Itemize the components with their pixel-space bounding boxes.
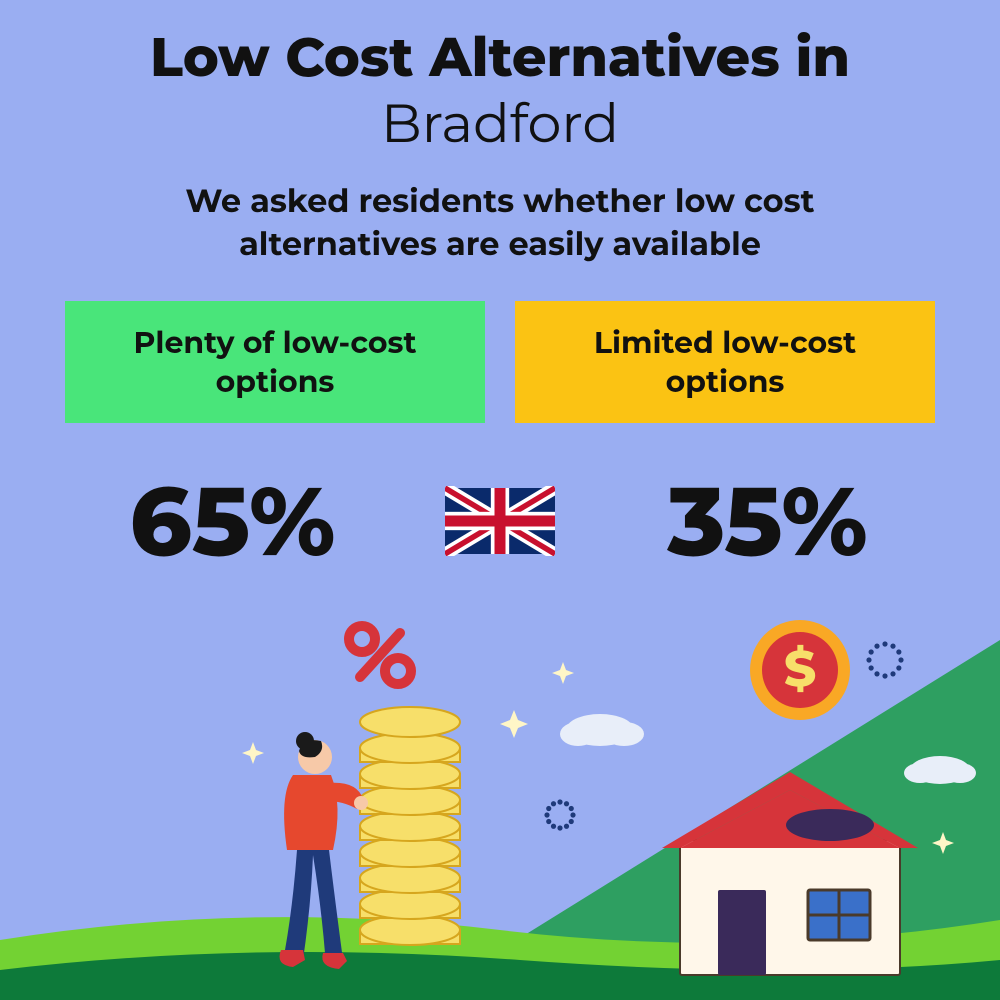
title-block: Low Cost Alternatives in Bradford	[0, 0, 1000, 156]
stats-row: 65% 35%	[0, 463, 1000, 580]
option-limited: Limited low-cost options	[515, 301, 935, 423]
options-row: Plenty of low-cost options Limited low-c…	[0, 301, 1000, 423]
percent-icon	[349, 626, 411, 684]
coin-stack-icon	[360, 707, 460, 945]
infographic-canvas: Low Cost Alternatives in Bradford We ask…	[0, 0, 1000, 1000]
stat-limited: 35%	[595, 463, 940, 580]
illustration: $	[0, 600, 1000, 1000]
option-limited-label: Limited low-cost options	[594, 324, 856, 400]
dollar-coin-icon: $	[750, 620, 850, 720]
option-plenty-label: Plenty of low-cost options	[133, 324, 416, 400]
subtitle: We asked residents whether low cost alte…	[90, 180, 910, 266]
title-line2: Bradford	[0, 91, 1000, 156]
stat-plenty: 65%	[60, 463, 405, 580]
svg-text:$: $	[784, 638, 816, 699]
option-plenty: Plenty of low-cost options	[65, 301, 485, 423]
title-line1: Low Cost Alternatives in	[0, 28, 1000, 87]
uk-flag-icon	[445, 486, 555, 556]
